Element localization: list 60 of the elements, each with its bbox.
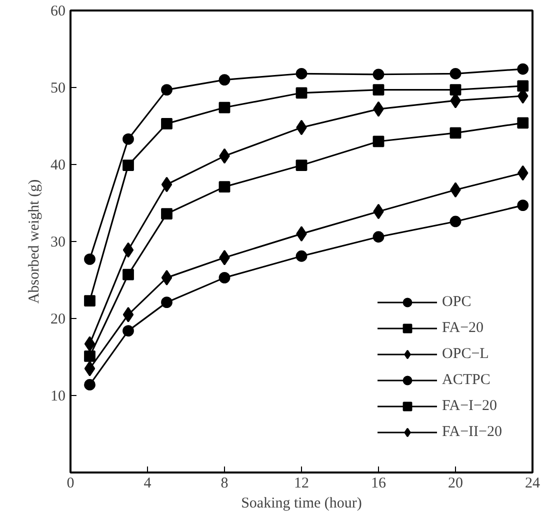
- y-tick-label: 40: [50, 158, 66, 174]
- x-tick-label: 24: [525, 476, 540, 492]
- point: [296, 250, 308, 262]
- point: [122, 268, 134, 280]
- y-tick-label: 30: [50, 234, 66, 250]
- y-tick-label: 10: [50, 388, 66, 404]
- point: [84, 295, 96, 306]
- x-tick-label: 8: [220, 476, 228, 492]
- point: [517, 200, 529, 211]
- point: [161, 296, 172, 308]
- point: [122, 242, 134, 258]
- point: [372, 68, 384, 80]
- point: [296, 87, 308, 99]
- y-tick-label: 20: [50, 312, 66, 328]
- point: [122, 325, 134, 337]
- point: [122, 133, 134, 145]
- point: [84, 336, 96, 352]
- point: [161, 84, 172, 96]
- point: [517, 117, 529, 129]
- point: [84, 360, 96, 376]
- x-tick-label: 0: [66, 476, 74, 492]
- point: [218, 181, 230, 193]
- point: [372, 136, 384, 148]
- y-axis-title: Absorbed weight (g): [26, 179, 42, 304]
- point: [296, 68, 308, 80]
- legend-label: FA−20: [442, 320, 484, 336]
- point: [450, 84, 462, 96]
- x-tick-label: 16: [371, 476, 386, 492]
- point: [218, 272, 230, 284]
- point: [450, 68, 462, 80]
- point: [517, 63, 529, 75]
- point: [161, 118, 172, 130]
- point: [296, 226, 307, 242]
- point: [218, 102, 230, 114]
- point: [517, 80, 529, 92]
- point: [84, 254, 96, 265]
- point: [122, 160, 134, 171]
- point: [218, 74, 230, 86]
- point: [161, 208, 172, 220]
- point: [450, 127, 462, 139]
- y-tick-label: 60: [50, 4, 66, 20]
- point: [372, 84, 384, 96]
- y-tick-label: 50: [50, 80, 66, 96]
- x-tick-label: 12: [294, 476, 309, 492]
- point: [161, 270, 172, 286]
- legend-label: ACTPC: [442, 372, 490, 388]
- point: [84, 379, 96, 390]
- point: [296, 160, 308, 171]
- x-tick-label: 20: [448, 476, 463, 492]
- legend-label: FA−II−20: [442, 424, 502, 440]
- point: [372, 231, 384, 243]
- legend-label: OPC: [442, 294, 472, 310]
- legend-label: FA−I−20: [442, 398, 497, 414]
- point: [161, 176, 172, 192]
- point: [84, 350, 96, 362]
- legend-label: OPC−L: [442, 346, 489, 362]
- point: [122, 306, 134, 322]
- x-tick-label: 4: [144, 476, 152, 492]
- x-axis-title: Soaking time (hour): [241, 496, 362, 512]
- point: [450, 216, 462, 228]
